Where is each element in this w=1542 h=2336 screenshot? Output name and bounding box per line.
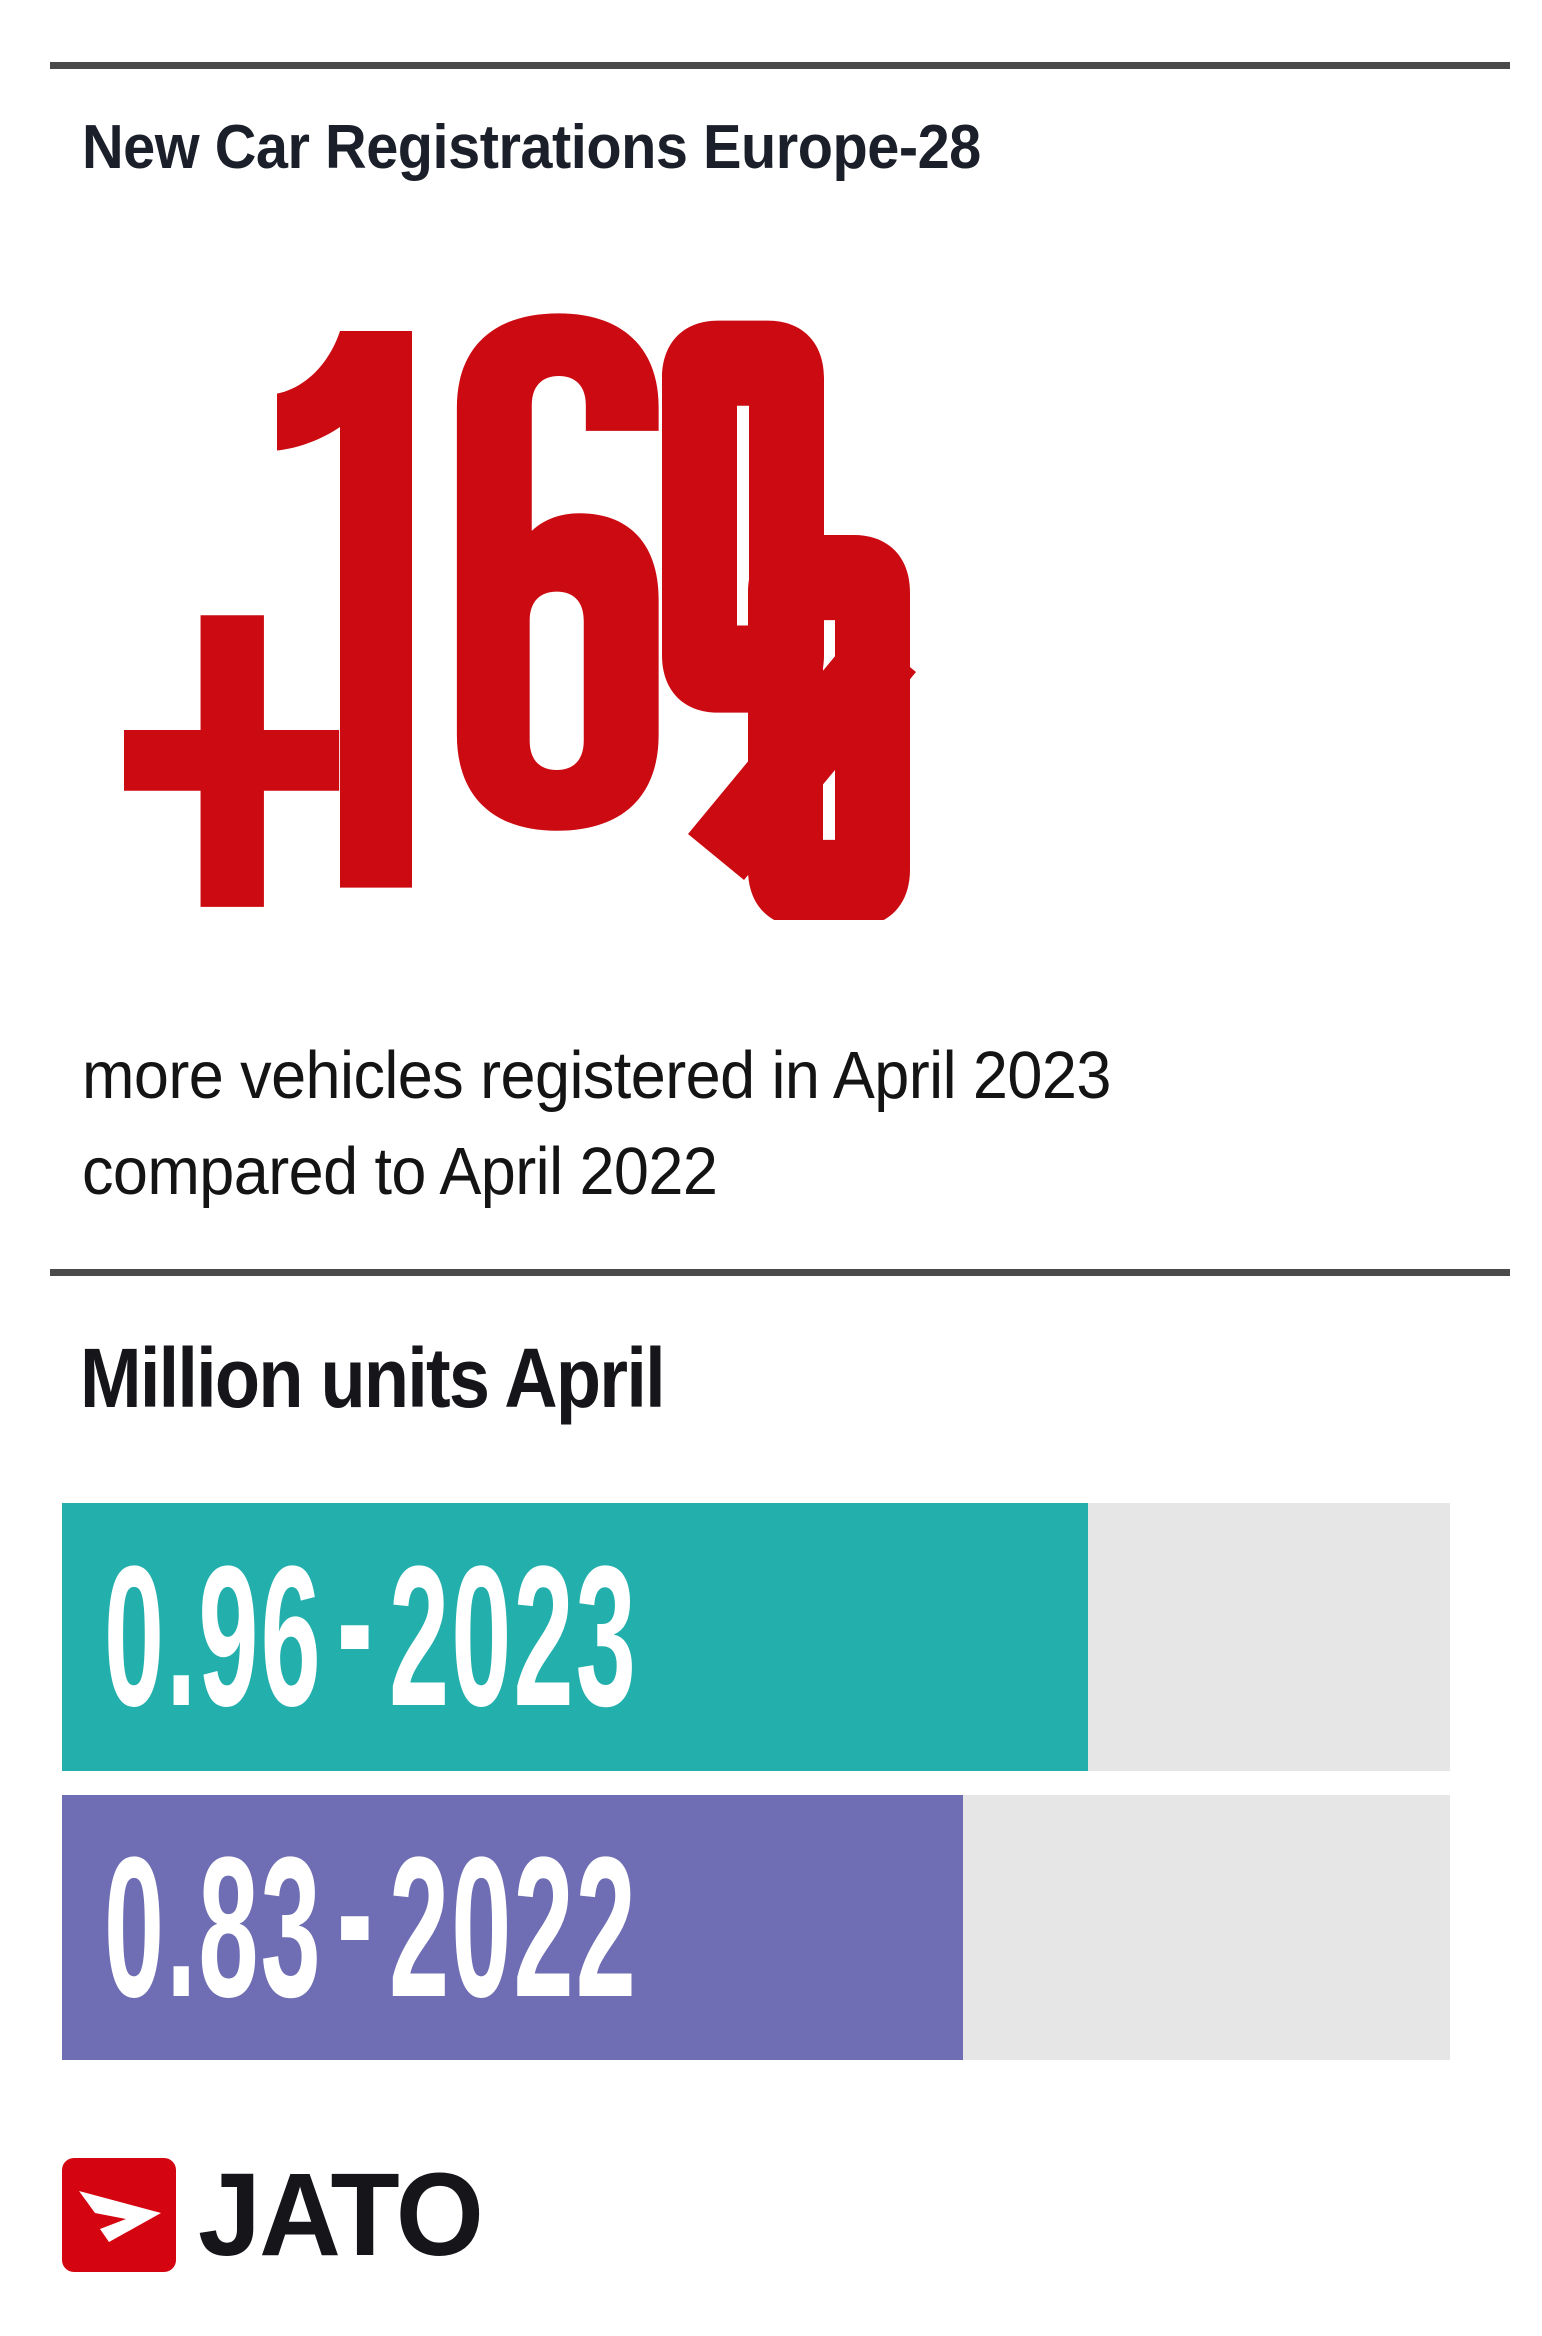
- percent-sign-icon: [662, 320, 916, 920]
- bar-chart: 0.96-2023 0.83-2022: [62, 1503, 1450, 2060]
- digit-six: [456, 313, 659, 831]
- jato-wordmark: JATO: [198, 2149, 484, 2281]
- bar-track-2022: 0.83-2022: [62, 1795, 1450, 2060]
- bar-fill-2022: [62, 1795, 963, 2060]
- bar-year-2023: 2023: [389, 1525, 638, 1748]
- subtitle-lead-word: more: [82, 1038, 224, 1113]
- bar-separator-2023: -: [336, 1509, 376, 1732]
- jato-logo: JATO: [62, 2149, 494, 2281]
- subtitle: more vehicles registered in April 2023 c…: [82, 1028, 1398, 1220]
- bar-fill-2023: [62, 1503, 1088, 1771]
- bar-label-2022: 0.83-2022: [104, 1811, 638, 2028]
- bar-track-2023: 0.96-2023: [62, 1503, 1450, 1771]
- hero-percentage-stat: [80, 300, 980, 920]
- bar-year-2022: 2022: [389, 1815, 638, 2039]
- bar-separator-2022: -: [336, 1799, 376, 2023]
- arrow-swoosh-icon: [79, 2191, 161, 2242]
- bar-value-2022: 0.83: [104, 1815, 323, 2039]
- jato-logo-mark: [62, 2158, 176, 2272]
- bar-value-2023: 0.96: [104, 1525, 323, 1748]
- subtitle-rest: vehicles registered in April 2023 compar…: [82, 1038, 1111, 1209]
- top-divider-rule: [50, 62, 1510, 69]
- chart-heading: Million units April: [80, 1331, 666, 1425]
- plus-sign-icon: [124, 615, 340, 907]
- digit-one: [277, 330, 412, 888]
- page-title: New Car Registrations Europe-28: [82, 113, 981, 182]
- plus-sixteen-percent-graphic: [124, 313, 916, 920]
- bar-label-2023: 0.96-2023: [104, 1521, 638, 1737]
- middle-divider-rule: [50, 1269, 1510, 1276]
